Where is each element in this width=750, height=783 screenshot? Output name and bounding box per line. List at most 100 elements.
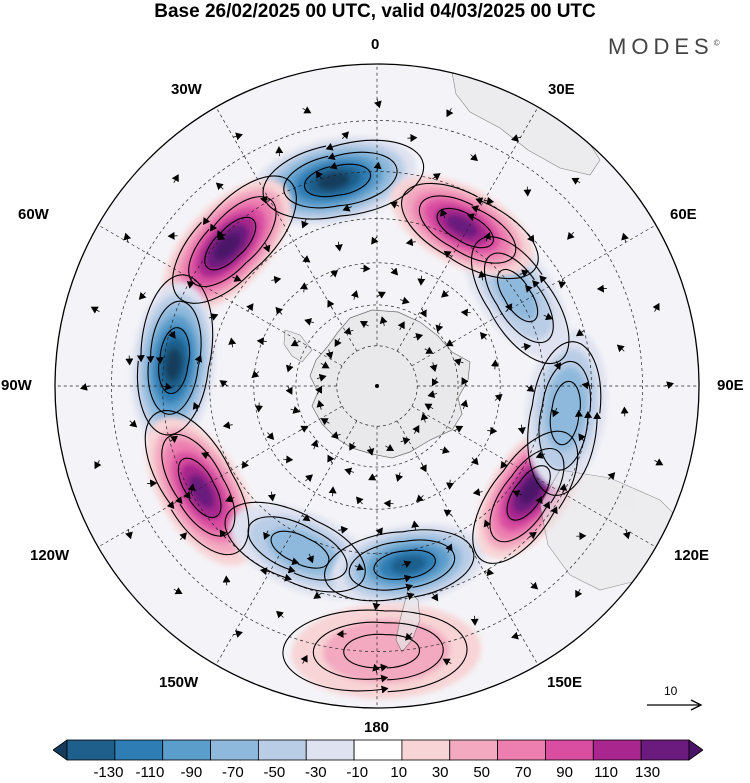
- wind-arrow: [306, 553, 314, 564]
- streamline: [188, 196, 277, 288]
- lon-label-0: 0: [371, 36, 380, 53]
- wind-arrow: [440, 208, 448, 219]
- wind-arrow: [376, 291, 386, 299]
- brand-logo: MODES©: [608, 34, 720, 60]
- lon-label-120w: 120W: [30, 547, 70, 564]
- lon-label-30w: 30W: [171, 81, 202, 98]
- wind-arrow: [162, 382, 173, 391]
- wind-arrow: [241, 460, 250, 469]
- wind-arrow: [129, 419, 138, 428]
- colorbar-tick-label: 70: [514, 764, 532, 781]
- wind-arrow: [138, 292, 147, 300]
- wind-arrow: [445, 339, 455, 347]
- wind-arrow: [389, 201, 400, 209]
- page-title: Base 26/02/2025 00 UTC, valid 04/03/2025…: [154, 1, 596, 22]
- wind-arrow: [233, 630, 243, 638]
- wind-arrow: [383, 499, 394, 508]
- wind-arrow: [304, 318, 314, 326]
- wind-arrow: [375, 527, 383, 536]
- meridian-line: [215, 420, 358, 666]
- wind-arrow: [511, 134, 521, 142]
- wind-arrow: [90, 306, 100, 314]
- lon-label-90e: 90E: [717, 377, 744, 394]
- colorbar-swatch: [305, 739, 355, 761]
- wind-arrow: [266, 432, 275, 441]
- lon-label-120e: 120E: [674, 547, 710, 564]
- wind-arrow: [94, 460, 102, 470]
- wind-arrow: [290, 406, 301, 414]
- colorbar-swatch: [257, 739, 307, 761]
- wind-arrow: [302, 106, 312, 114]
- wind-arrow: [275, 306, 284, 315]
- wind-arrow: [341, 131, 349, 140]
- wind-arrow: [334, 241, 343, 252]
- wind-arrow: [432, 173, 441, 181]
- wind-arrow: [470, 457, 479, 466]
- wind-arrow: [622, 529, 631, 540]
- colorbar-tick-label: 50: [473, 764, 490, 781]
- wind-arrow: [504, 303, 513, 312]
- latitude-circle: [253, 262, 501, 510]
- wind-arrow: [607, 472, 616, 480]
- wind-arrow: [470, 153, 478, 162]
- streamline: [171, 175, 297, 304]
- streamline: [136, 274, 214, 436]
- colorbar: [53, 739, 703, 761]
- wind-arrow: [315, 170, 324, 180]
- wind-arrow: [528, 531, 537, 540]
- streamline: [496, 268, 539, 323]
- reference-vector-arrow: [647, 699, 703, 711]
- wind-arrow: [320, 361, 330, 369]
- wind-arrow: [405, 632, 413, 641]
- colorbar-tick-label: 110: [594, 764, 619, 781]
- contour-level: [445, 214, 479, 238]
- colorbar-tick-label: 10: [390, 764, 408, 781]
- wind-arrow: [385, 443, 395, 451]
- wind-arrow: [472, 488, 483, 497]
- wind-arrow: [208, 313, 219, 321]
- colorbar-swatch: [545, 739, 594, 761]
- wind-arrow: [411, 520, 420, 531]
- wind-arrow: [521, 342, 532, 351]
- wind-arrow: [187, 483, 196, 494]
- streamline: [247, 516, 348, 581]
- streamline: [418, 195, 517, 264]
- streamline: [270, 530, 330, 569]
- wind-arrow: [310, 439, 319, 450]
- contour-level: [322, 619, 450, 684]
- colorbar-tick-label: 90: [556, 764, 573, 781]
- anomaly-cell: [250, 136, 417, 226]
- lon-label-180: 180: [364, 719, 390, 736]
- wind-arrow: [299, 425, 309, 433]
- meridian-line: [411, 224, 657, 367]
- wind-arrow: [349, 441, 357, 451]
- wind-arrow: [262, 243, 271, 253]
- wind-arrow: [251, 370, 260, 379]
- meridian-line: [396, 420, 539, 666]
- wind-arrow: [535, 451, 546, 459]
- lon-label-60e: 60E: [670, 206, 697, 223]
- streamline: [282, 609, 468, 694]
- wind-arrow: [350, 290, 359, 300]
- streamline: [506, 465, 551, 521]
- wind-arrow: [400, 296, 410, 305]
- wind-arrow: [571, 177, 581, 185]
- wind-arrow: [511, 631, 521, 640]
- wind-arrow: [664, 381, 674, 390]
- wind-arrow: [419, 463, 427, 473]
- streamline: [177, 457, 222, 519]
- meridian-line: [97, 224, 343, 367]
- wind-arrow: [246, 303, 254, 312]
- streamline: [470, 236, 570, 365]
- streamline: [549, 380, 583, 446]
- wind-arrow: [169, 435, 179, 444]
- wind-arrow: [419, 308, 427, 318]
- lon-label-150e: 150E: [547, 674, 583, 691]
- wind-arrow: [575, 328, 585, 337]
- wind-arrow: [360, 264, 371, 273]
- lon-label-60w: 60W: [18, 206, 49, 223]
- wind-arrow: [259, 567, 270, 576]
- wind-arrow: [217, 232, 226, 241]
- colorbar-tick-label: -50: [263, 764, 286, 781]
